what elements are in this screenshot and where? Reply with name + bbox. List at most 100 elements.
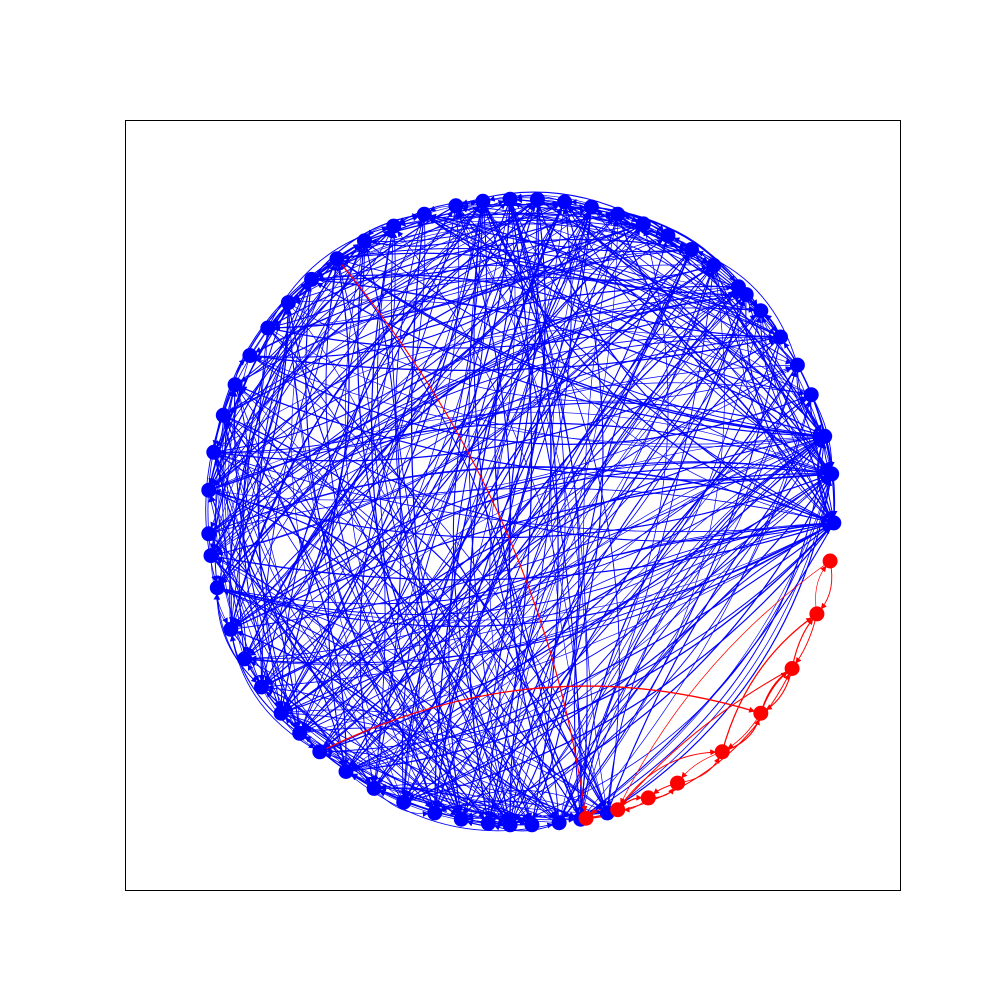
edge-218: [364, 212, 663, 242]
edge-403: [403, 370, 797, 803]
blue-node-43: [427, 805, 443, 821]
edge-90: [509, 229, 669, 826]
edge-74: [265, 435, 825, 683]
blue-node-38: [292, 725, 308, 741]
edge-195: [221, 240, 365, 584]
edge-330: [492, 436, 826, 820]
edge-440: [345, 521, 828, 772]
edge-179: [255, 357, 825, 445]
edge-411: [745, 294, 829, 469]
edge-358: [213, 451, 559, 817]
edge-447: [713, 265, 831, 519]
edge-141: [273, 223, 644, 331]
edge-397: [208, 333, 775, 535]
edge-391: [400, 223, 644, 797]
edge-303: [299, 291, 736, 734]
blue-node-47: [524, 817, 540, 833]
edge-421: [607, 479, 833, 814]
edge-459: [208, 411, 827, 491]
edge-432: [537, 198, 829, 470]
blue-node-32: [203, 548, 219, 564]
blue-node-30: [201, 482, 217, 498]
edge-418: [558, 525, 829, 823]
edge-279: [213, 452, 302, 728]
edge-348: [267, 327, 511, 819]
blue-node-2: [817, 428, 833, 444]
edge-489: [336, 258, 588, 813]
edge-399: [351, 364, 798, 770]
blue-node-15: [529, 191, 545, 207]
blue-node-0: [826, 515, 842, 531]
edge-460: [536, 199, 829, 522]
edge-355: [281, 709, 603, 809]
edge-400: [215, 286, 739, 552]
edge-263: [213, 231, 391, 453]
edge-388: [264, 258, 350, 682]
edge-416: [319, 435, 819, 753]
edge-433: [403, 478, 829, 803]
edge-248: [217, 525, 829, 622]
edge-238: [508, 212, 589, 823]
blue-node-25: [260, 320, 276, 336]
edge-377: [213, 223, 644, 486]
edge-307: [455, 205, 822, 432]
edge-362: [623, 214, 692, 250]
edge-409: [345, 526, 830, 773]
edge-241: [317, 223, 644, 283]
edge-343: [580, 436, 825, 814]
blue-node-31: [201, 526, 217, 542]
edge-431: [580, 442, 827, 820]
edge-419: [580, 439, 820, 820]
blue-node-42: [396, 794, 412, 810]
edge-464: [261, 525, 829, 688]
red-node-53: [809, 606, 825, 622]
blue-node-9: [684, 242, 699, 257]
blue-node-23: [304, 271, 320, 287]
blue-node-39: [312, 744, 328, 760]
edge-202: [466, 473, 833, 818]
edge-46: [213, 329, 792, 453]
edge-338: [225, 420, 560, 824]
blue-node-14: [557, 194, 573, 210]
edge-469: [791, 618, 814, 669]
edge-487: [620, 560, 831, 805]
edge-268: [213, 335, 781, 530]
blue-node-24: [280, 295, 296, 311]
blue-node-41: [366, 780, 382, 796]
edge-345: [461, 437, 820, 820]
edge-430: [230, 439, 820, 630]
edge-312: [266, 249, 693, 685]
edge-285: [250, 394, 812, 662]
edge-147: [248, 199, 511, 655]
edge-417: [319, 527, 830, 753]
edge-54: [350, 206, 592, 768]
edge-445: [319, 438, 820, 753]
plot-frame: [125, 120, 901, 891]
edge-276: [482, 201, 580, 820]
blue-node-21: [357, 233, 372, 249]
edge-227: [225, 420, 301, 734]
edge-108: [512, 201, 604, 820]
edge-488: [319, 685, 756, 753]
edge-407: [221, 294, 747, 583]
edge-394: [319, 207, 486, 753]
blue-node-28: [215, 407, 231, 423]
blue-node-16: [502, 191, 518, 207]
edge-57: [336, 252, 821, 432]
edge-465: [487, 439, 820, 824]
blue-node-46: [502, 817, 518, 833]
edge-217: [288, 302, 421, 797]
red-node-58: [640, 790, 656, 806]
edge-332: [217, 587, 556, 819]
edge-329: [238, 389, 436, 814]
blue-node-20: [386, 218, 402, 234]
edge-130: [222, 414, 350, 766]
edge-339: [250, 473, 832, 666]
edge-244: [345, 254, 690, 772]
edge-389: [229, 245, 361, 630]
edge-253: [213, 327, 269, 551]
edge-446: [713, 265, 821, 432]
edge-191: [229, 258, 338, 624]
edge-297: [473, 201, 579, 814]
edge-456: [617, 214, 827, 471]
